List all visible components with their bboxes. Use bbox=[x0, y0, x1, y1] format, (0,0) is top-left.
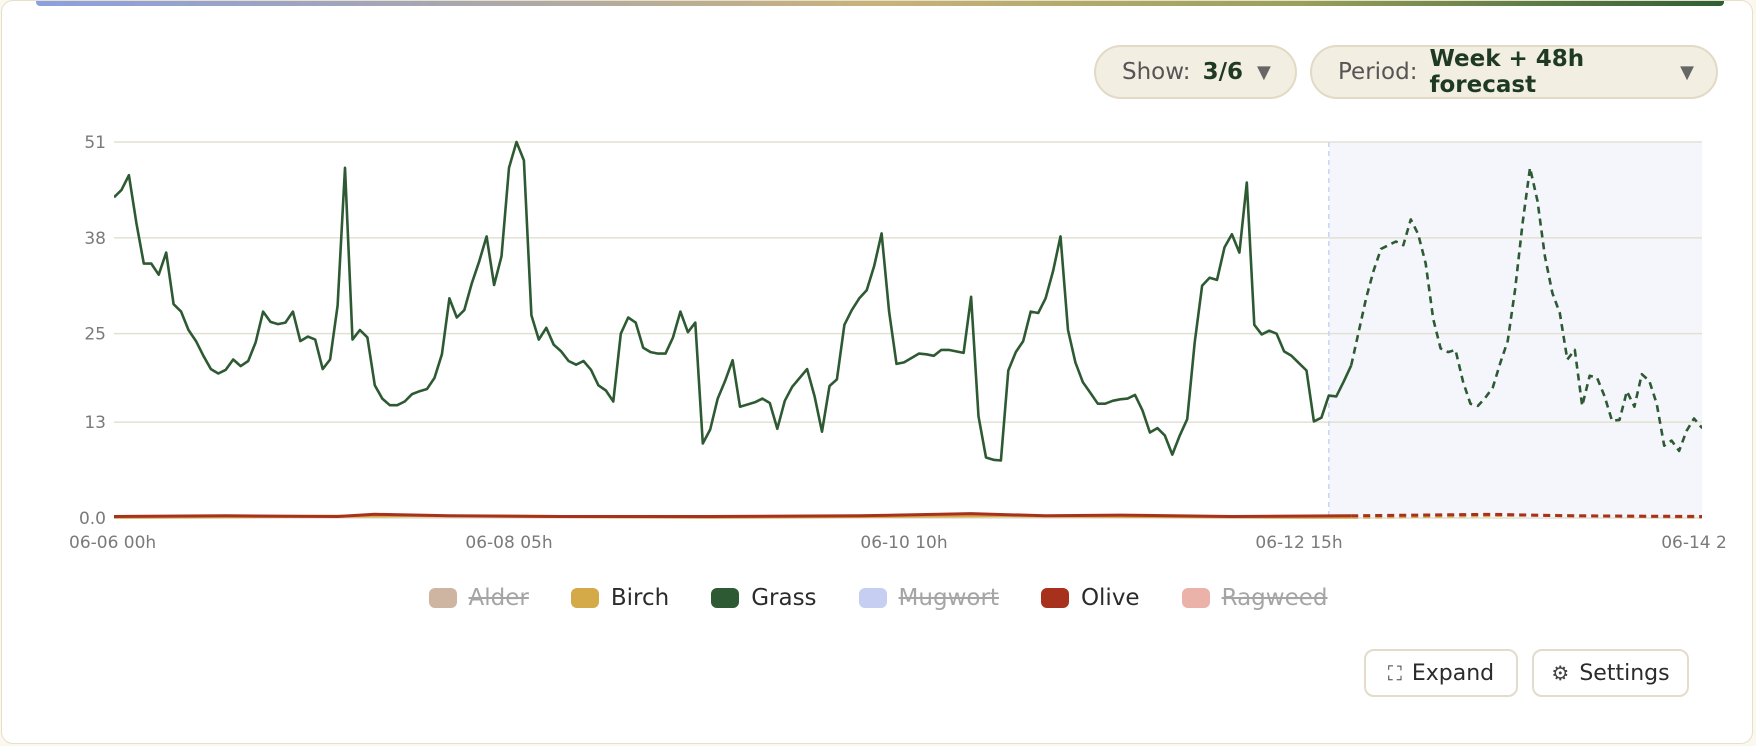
y-tick-label: 13 bbox=[84, 413, 106, 433]
legend-item-grass[interactable]: Grass bbox=[711, 585, 817, 611]
legend-label-olive: Olive bbox=[1080, 585, 1140, 611]
legend-label-birch: Birch bbox=[610, 585, 670, 611]
y-tick-label: 38 bbox=[84, 229, 106, 249]
settings-button-label: Settings bbox=[1579, 660, 1670, 686]
legend-swatch-grass bbox=[711, 588, 740, 608]
legend-swatch-mugwort bbox=[858, 588, 887, 608]
pollen-line-chart: 0.0 13 25 38 51 06-06 00h 06-08 05h 06-10 10h 06… bbox=[69, 133, 1727, 553]
x-tick-label: 06-06 00h bbox=[69, 533, 156, 553]
expand-button[interactable]: ⛶ Expand bbox=[1364, 649, 1518, 697]
legend-swatch-ragweed bbox=[1181, 588, 1210, 608]
forecast-region bbox=[1328, 142, 1702, 518]
caret-down-icon: ▼ bbox=[1680, 61, 1694, 83]
legend-item-alder[interactable]: Alder bbox=[428, 585, 529, 611]
show-label: Show: bbox=[1122, 59, 1191, 85]
x-tick-label: 06-08 05h bbox=[465, 533, 552, 553]
grass-forecast-line bbox=[1349, 166, 1702, 453]
settings-button[interactable]: ⚙ Settings bbox=[1532, 649, 1689, 697]
expand-button-label: Expand bbox=[1411, 660, 1495, 686]
legend-item-ragweed[interactable]: Ragweed bbox=[1181, 585, 1328, 611]
period-dropdown[interactable]: Period: Week + 48h forecast ▼ bbox=[1310, 45, 1718, 99]
period-label: Period: bbox=[1338, 59, 1418, 85]
legend-swatch-alder bbox=[428, 588, 457, 608]
x-tick-label: 06-12 15h bbox=[1255, 533, 1342, 553]
legend-label-grass: Grass bbox=[751, 585, 817, 611]
y-tick-label: 51 bbox=[84, 133, 106, 153]
legend-label-ragweed: Ragweed bbox=[1221, 585, 1328, 611]
chart-legend: Alder Birch Grass Mugwort Olive Ragweed bbox=[2, 585, 1752, 611]
y-tick-label: 0.0 bbox=[79, 509, 106, 529]
grass-series-line bbox=[114, 140, 1353, 462]
x-tick-label: 06-14 2 bbox=[1661, 533, 1727, 553]
legend-item-mugwort[interactable]: Mugwort bbox=[858, 585, 999, 611]
expand-icon: ⛶ bbox=[1387, 661, 1402, 685]
gear-icon: ⚙ bbox=[1551, 661, 1570, 685]
y-tick-label: 25 bbox=[84, 325, 106, 345]
card-accent-bar bbox=[36, 1, 1724, 6]
period-value: Week + 48h forecast bbox=[1429, 46, 1585, 98]
legend-swatch-birch bbox=[570, 588, 599, 608]
x-tick-label: 06-10 10h bbox=[860, 533, 947, 553]
legend-label-mugwort: Mugwort bbox=[898, 585, 999, 611]
show-series-dropdown[interactable]: Show: 3/6 ▼ bbox=[1094, 45, 1297, 99]
show-value: 3/6 bbox=[1202, 59, 1243, 85]
caret-down-icon: ▼ bbox=[1256, 61, 1271, 83]
legend-item-olive[interactable]: Olive bbox=[1040, 585, 1140, 611]
legend-item-birch[interactable]: Birch bbox=[570, 585, 670, 611]
legend-label-alder: Alder bbox=[468, 585, 529, 611]
olive-series-line bbox=[114, 512, 1352, 518]
legend-swatch-olive bbox=[1040, 588, 1069, 608]
